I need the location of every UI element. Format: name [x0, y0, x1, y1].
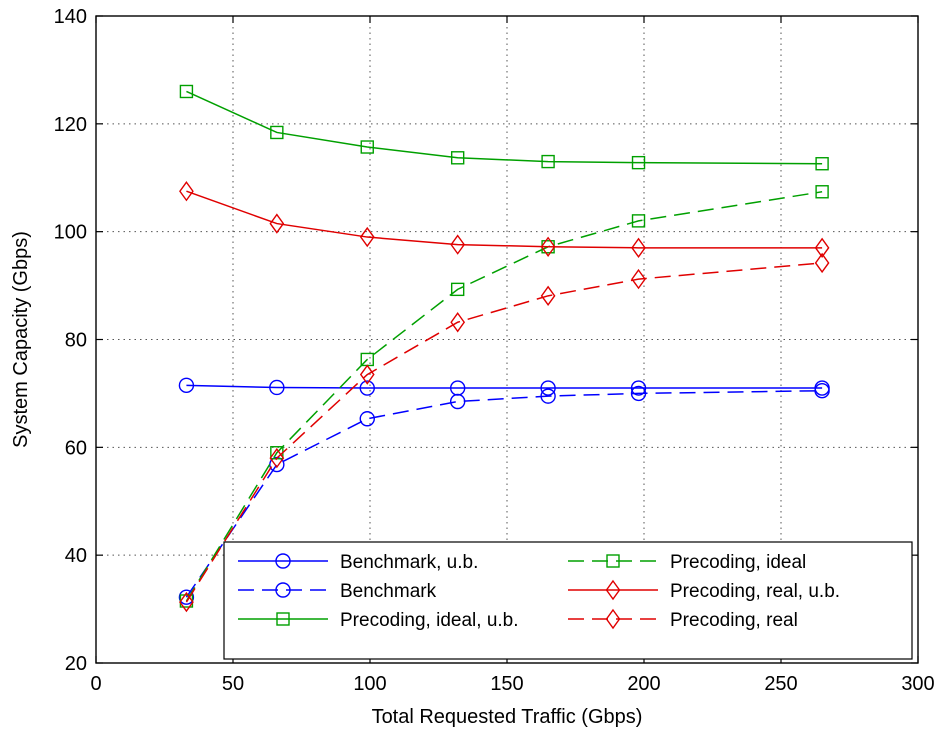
legend: Benchmark, u.b. Benchmark Precoding, ideal…	[223, 541, 913, 660]
y-tick-label: 140	[54, 6, 87, 28]
legend-entry: Precoding, real	[568, 608, 798, 631]
legend-label: Benchmark	[340, 581, 437, 602]
legend-label: Precoding, real	[670, 610, 798, 631]
data-point	[541, 154, 555, 169]
x-tick-label: 100	[353, 673, 386, 695]
legend-label: Precoding, ideal	[670, 552, 806, 573]
series-5	[179, 252, 830, 613]
data-point	[179, 591, 194, 613]
legend-marker	[275, 582, 291, 598]
legend-marker	[276, 612, 290, 626]
data-point	[540, 236, 556, 257]
series-line	[185, 389, 823, 598]
data-point	[631, 237, 646, 259]
data-point	[450, 151, 465, 165]
legend-label: Benchmark, u.b.	[340, 552, 478, 573]
y-tick-label: 60	[65, 437, 87, 459]
data-point	[269, 447, 285, 469]
data-point	[269, 213, 285, 234]
series-4	[179, 181, 830, 259]
y-tick-label: 40	[65, 545, 87, 567]
legend-entry: Precoding, ideal, u.b.	[238, 610, 519, 631]
legend-marker	[605, 579, 621, 601]
data-point	[631, 155, 646, 170]
data-point	[630, 385, 647, 402]
data-point	[178, 377, 195, 394]
legend-entry: Precoding, real, u.b.	[568, 579, 840, 602]
data-point	[359, 226, 375, 248]
data-point	[450, 234, 466, 255]
x-tick-label: 150	[490, 673, 523, 695]
data-point	[815, 185, 829, 199]
legend-marker	[605, 608, 621, 630]
x-tick-label: 250	[764, 673, 797, 695]
x-tick-label: 300	[901, 673, 934, 695]
data-point	[359, 411, 375, 427]
x-tick-label: 0	[90, 673, 101, 695]
series-2	[179, 84, 829, 171]
data-point	[540, 285, 556, 307]
data-point	[540, 380, 556, 396]
data-point	[359, 380, 375, 396]
y-tick-label: 100	[54, 222, 87, 244]
data-point	[630, 380, 647, 396]
series-line	[186, 90, 823, 165]
data-point	[540, 388, 556, 404]
data-point	[814, 383, 830, 399]
x-tick-label: 200	[627, 673, 660, 695]
legend-entry: Benchmark	[238, 581, 437, 602]
series-line	[186, 190, 823, 249]
data-point	[450, 312, 466, 333]
legend-marker	[275, 553, 291, 569]
series-layer	[178, 84, 830, 613]
y-tick-label: 120	[54, 114, 87, 136]
data-point	[360, 140, 374, 154]
data-point	[178, 589, 195, 605]
x-axis-label: Total Requested Traffic (Gbps)	[372, 706, 643, 728]
legend-entry: Benchmark, u.b.	[238, 552, 478, 573]
data-point	[814, 252, 830, 274]
data-point	[179, 84, 194, 99]
data-point	[815, 157, 829, 171]
series-line	[185, 262, 823, 603]
data-point	[179, 181, 194, 202]
legend-marker	[606, 554, 620, 568]
data-point	[359, 364, 375, 385]
y-tick-label: 80	[65, 330, 87, 352]
legend-label: Precoding, real, u.b.	[670, 581, 840, 602]
data-point	[269, 379, 285, 396]
legend-entry: Precoding, ideal	[568, 552, 806, 573]
data-point	[814, 237, 830, 259]
x-tick-label: 50	[222, 673, 244, 695]
legend-label: Precoding, ideal, u.b.	[340, 610, 519, 631]
data-point	[450, 282, 465, 297]
y-axis-label: System Capacity (Gbps)	[10, 231, 32, 448]
data-point	[631, 214, 646, 228]
series-line	[185, 191, 823, 602]
ticks: 0 50 100 150 200 250 300 20 40 60 80 100 120 140	[54, 6, 935, 695]
data-point	[449, 393, 466, 410]
data-point	[631, 268, 646, 290]
data-point	[270, 125, 284, 140]
series-line	[186, 384, 823, 389]
y-tick-label: 20	[65, 653, 87, 675]
